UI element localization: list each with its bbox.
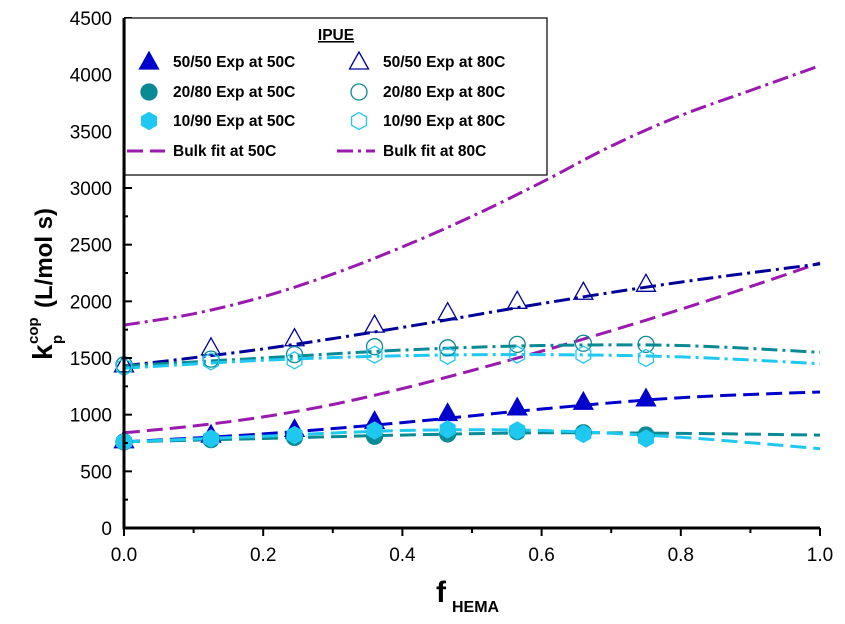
data-point-50-50-exp-at-80c bbox=[506, 290, 528, 309]
data-point-50-50-exp-at-50c bbox=[635, 387, 657, 407]
legend-label: Bulk fit at 50C bbox=[173, 143, 276, 160]
y-tick-label: 3500 bbox=[70, 122, 112, 143]
data-point-10-90-exp-at-50c bbox=[439, 420, 456, 439]
legend-label: 20/80 Exp at 80C bbox=[383, 84, 505, 101]
legend-label: 50/50 Exp at 50C bbox=[173, 54, 295, 71]
y-tick-label: 3000 bbox=[70, 179, 112, 200]
data-point-10-90-exp-at-80c bbox=[575, 345, 592, 364]
series-line-bulk-fit-at-50c bbox=[123, 261, 821, 435]
legend-item-20-80-exp-at-80c: 20/80 Exp at 80C bbox=[350, 83, 505, 101]
data-point-20-80-exp-at-80c bbox=[637, 335, 655, 354]
legend-label: 50/50 Exp at 80C bbox=[383, 54, 505, 71]
data-point-50-50-exp-at-80c bbox=[572, 280, 594, 300]
legend-swatch bbox=[140, 83, 158, 101]
legend-item-10-90-exp-at-50c: 10/90 Exp at 50C bbox=[140, 111, 295, 131]
legend-swatch bbox=[350, 111, 368, 131]
data-point-50-50-exp-at-80c bbox=[363, 313, 386, 333]
data-point-10-90-exp-at-50c bbox=[637, 429, 655, 448]
series-line-fit-3 bbox=[123, 262, 821, 368]
data-point-10-90-exp-at-80c bbox=[637, 348, 655, 368]
data-point-10-90-exp-at-50c bbox=[366, 421, 383, 440]
data-point-10-90-exp-at-80c bbox=[286, 351, 303, 370]
legend-box bbox=[124, 17, 548, 176]
y-tick-label: 4500 bbox=[70, 9, 112, 30]
x-tick-label: 0.0 bbox=[111, 545, 137, 566]
data-point-10-90-exp-at-80c bbox=[366, 345, 383, 364]
data-point-20-80-exp-at-80c bbox=[508, 335, 526, 354]
y-axis-title: k p cop (L/mol s) bbox=[25, 208, 66, 360]
x-tick-label: 0.4 bbox=[389, 545, 416, 566]
plot-lines bbox=[123, 64, 821, 451]
series-line-fit-7 bbox=[123, 353, 821, 370]
x-axis-title-main: f bbox=[436, 576, 447, 609]
data-point-10-90-exp-at-50c bbox=[202, 429, 220, 448]
x-axis-title-sub: HEMA bbox=[452, 599, 500, 616]
legend-title: IPUE bbox=[318, 27, 354, 44]
data-point-20-80-exp-at-80c bbox=[438, 339, 457, 357]
legend: IPUE 50/50 Exp at 50C 50/50 Exp at 80C 20/8… bbox=[124, 17, 548, 176]
data-point-50-50-exp-at-50c bbox=[437, 402, 459, 422]
legend-item-bulk-fit-at-80c: Bulk fit at 80C bbox=[337, 143, 486, 160]
y-tick-label: 1000 bbox=[70, 406, 112, 427]
data-point-50-50-exp-at-80c bbox=[200, 336, 222, 356]
y-tick-label: 2500 bbox=[70, 236, 112, 257]
y-tick-label: 2000 bbox=[70, 292, 112, 313]
data-point-20-80-exp-at-80c bbox=[574, 334, 593, 352]
axes: 0 500 1000 1500 2000 2500 3000 3500 4000 4500 0.0 0… bbox=[70, 9, 833, 566]
y-tick-label: 0 bbox=[101, 519, 112, 540]
series-line-fit-2 bbox=[123, 390, 821, 444]
legend-label: 10/90 Exp at 50C bbox=[173, 113, 295, 130]
data-point-50-50-exp-at-50c bbox=[506, 396, 528, 416]
x-tick-label: 1.0 bbox=[807, 545, 833, 566]
series-line-fit-5 bbox=[123, 343, 821, 368]
data-point-10-90-exp-at-80c bbox=[509, 345, 526, 364]
legend-item-10-90-exp-at-80c: 10/90 Exp at 80C bbox=[350, 111, 505, 131]
y-axis-title-unit: (L/mol s) bbox=[31, 208, 58, 308]
y-tick-label: 1500 bbox=[70, 349, 112, 370]
data-point-50-50-exp-at-80c bbox=[283, 327, 306, 347]
legend-swatch bbox=[348, 50, 370, 70]
legend-label: 10/90 Exp at 80C bbox=[383, 113, 505, 130]
legend-swatch bbox=[350, 83, 368, 101]
series-line-fit-6 bbox=[123, 428, 821, 451]
x-tick-label: 0.8 bbox=[668, 545, 694, 566]
legend-item-50-50-exp-at-50c: 50/50 Exp at 50C bbox=[138, 50, 295, 71]
x-tick-label: 0.6 bbox=[528, 545, 554, 566]
data-point-20-80-exp-at-80c bbox=[365, 338, 384, 356]
series-line-fit-4 bbox=[123, 431, 821, 444]
series-line-bulk-fit-at-80c bbox=[123, 64, 821, 327]
y-tick-label: 500 bbox=[80, 462, 112, 483]
data-point-10-90-exp-at-50c bbox=[509, 421, 526, 440]
legend-item-20-80-exp-at-50c: 20/80 Exp at 50C bbox=[140, 83, 295, 101]
data-point-50-50-exp-at-50c bbox=[572, 390, 594, 410]
y-axis-title-sub: p bbox=[49, 335, 66, 344]
y-axis-title-main: k bbox=[27, 344, 58, 360]
y-axis-title-sup: cop bbox=[25, 317, 42, 344]
data-point-10-90-exp-at-80c bbox=[439, 346, 456, 365]
data-point-10-90-exp-at-50c bbox=[575, 424, 592, 444]
legend-label: Bulk fit at 80C bbox=[383, 143, 486, 160]
data-point-10-90-exp-at-50c bbox=[286, 425, 303, 445]
data-point-10-90-exp-at-80c bbox=[202, 352, 220, 371]
legend-swatch bbox=[138, 50, 160, 70]
legend-item-50-50-exp-at-80c: 50/50 Exp at 80C bbox=[348, 50, 505, 71]
legend-swatch bbox=[140, 111, 158, 131]
legend-label: 20/80 Exp at 50C bbox=[173, 84, 295, 101]
x-axis-title: f HEMA bbox=[436, 576, 500, 616]
y-tick-label: 4000 bbox=[70, 66, 112, 87]
data-point-50-50-exp-at-80c bbox=[635, 273, 657, 292]
x-tick-label: 0.2 bbox=[250, 545, 276, 566]
data-point-20-80-exp-at-80c bbox=[285, 345, 304, 364]
data-point-50-50-exp-at-80c bbox=[437, 301, 459, 321]
legend-item-bulk-fit-at-50c: Bulk fit at 50C bbox=[127, 143, 276, 160]
